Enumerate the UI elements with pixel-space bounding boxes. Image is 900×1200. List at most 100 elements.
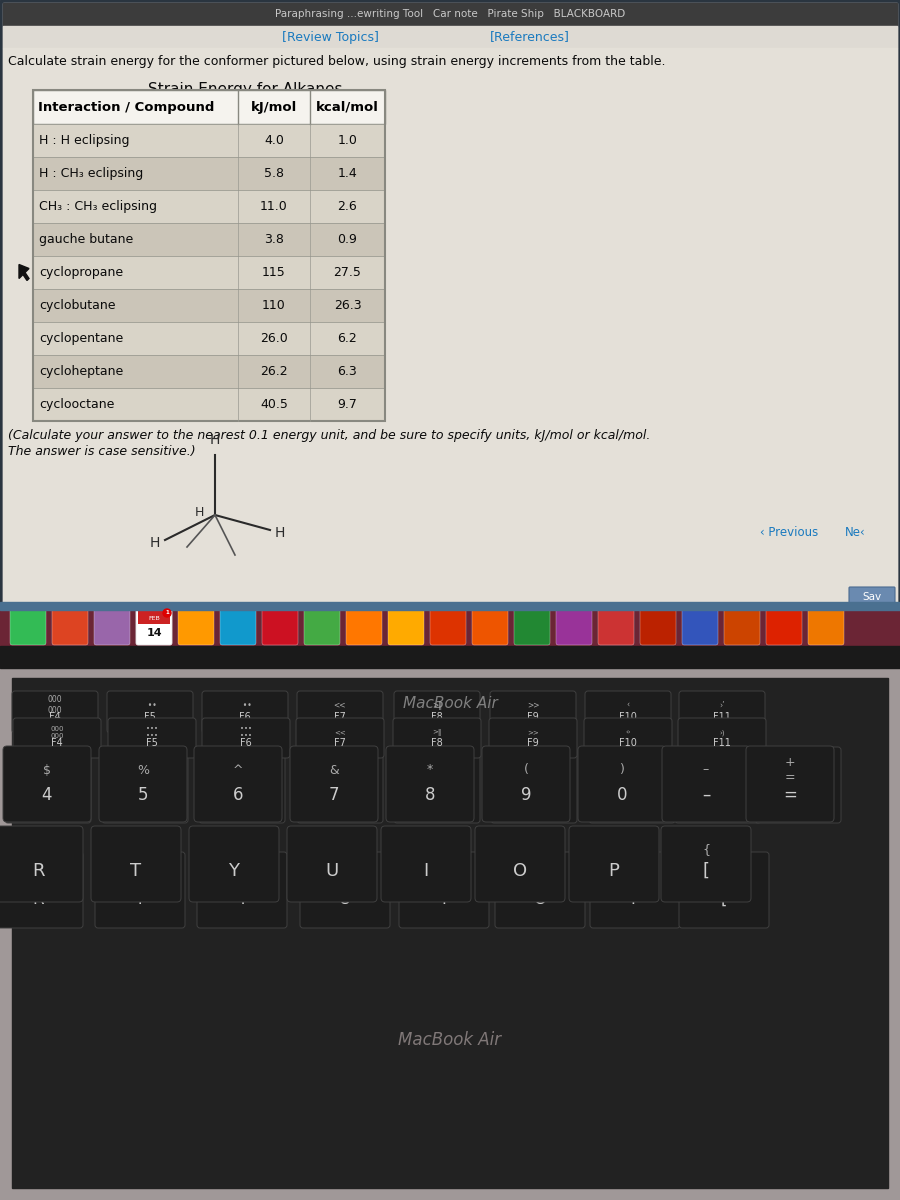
FancyBboxPatch shape [491, 746, 577, 823]
FancyBboxPatch shape [262, 608, 298, 646]
FancyBboxPatch shape [0, 826, 83, 902]
Text: H: H [274, 526, 285, 540]
Bar [3, 26, 897, 48]
Text: 26.2: 26.2 [260, 365, 288, 378]
Text: >‖: >‖ [432, 701, 442, 709]
Text: 8: 8 [432, 785, 442, 803]
Text: ‹: ‹ [626, 701, 630, 709]
Text: 26.3: 26.3 [334, 299, 361, 312]
Text: –: – [714, 785, 722, 803]
FancyBboxPatch shape [808, 608, 844, 646]
Text: T: T [130, 862, 141, 880]
Text: (: ( [524, 763, 528, 776]
Text: 1.0: 1.0 [338, 134, 357, 146]
Text: *: * [434, 767, 440, 778]
Text: F7: F7 [334, 738, 346, 749]
FancyBboxPatch shape [297, 746, 383, 823]
Text: 40.5: 40.5 [260, 398, 288, 410]
Text: R: R [32, 889, 44, 907]
FancyBboxPatch shape [287, 826, 377, 902]
FancyBboxPatch shape [297, 691, 383, 733]
FancyBboxPatch shape [5, 746, 91, 823]
Bar [33, 157, 385, 190]
Text: &: & [329, 763, 339, 776]
Text: [: [ [721, 889, 727, 907]
Bar [33, 90, 385, 421]
Text: 0: 0 [626, 785, 637, 803]
Text: CH₃ : CH₃ eclipsing: CH₃ : CH₃ eclipsing [39, 200, 157, 214]
Text: >‖: >‖ [432, 730, 442, 736]
Text: [Review Topics]: [Review Topics] [282, 30, 378, 43]
Text: ‹›: ‹› [626, 730, 631, 736]
FancyBboxPatch shape [220, 608, 256, 646]
Text: %: % [140, 767, 150, 778]
FancyBboxPatch shape [10, 608, 46, 646]
Text: F9: F9 [527, 712, 539, 721]
FancyBboxPatch shape [585, 691, 671, 733]
Text: &: & [336, 767, 345, 778]
FancyBboxPatch shape [662, 746, 750, 822]
Text: 115: 115 [262, 266, 286, 278]
Text: ›’: ›’ [719, 701, 724, 709]
FancyBboxPatch shape [430, 608, 466, 646]
FancyBboxPatch shape [194, 746, 282, 822]
Bar [10, 660, 890, 1190]
Circle shape [163, 608, 171, 617]
Bar [33, 190, 385, 223]
Bar [138, 611, 170, 624]
Text: 26.0: 26.0 [260, 332, 288, 346]
Text: Y: Y [237, 889, 248, 907]
Bar [3, 48, 897, 604]
FancyBboxPatch shape [475, 826, 565, 902]
FancyBboxPatch shape [202, 691, 288, 733]
Bar [0, 646, 900, 668]
Bar [3, 2, 897, 604]
FancyBboxPatch shape [590, 852, 680, 928]
Text: $: $ [43, 763, 51, 776]
Text: 0.9: 0.9 [338, 233, 357, 246]
Text: [References]: [References] [491, 30, 570, 43]
Text: 8: 8 [425, 786, 436, 804]
Bar [0, 604, 900, 608]
Text: 1: 1 [165, 611, 169, 616]
Text: MacBook Air: MacBook Air [399, 1031, 501, 1049]
FancyBboxPatch shape [197, 852, 287, 928]
FancyBboxPatch shape [178, 608, 214, 646]
Text: $: $ [44, 767, 51, 778]
Bar [33, 322, 385, 355]
Bar [33, 124, 385, 157]
Bar [33, 223, 385, 256]
Text: 2.6: 2.6 [338, 200, 357, 214]
Bar [33, 256, 385, 289]
Bar [33, 388, 385, 421]
FancyBboxPatch shape [495, 852, 585, 928]
Text: P: P [608, 862, 619, 880]
FancyBboxPatch shape [724, 608, 760, 646]
FancyBboxPatch shape [682, 608, 718, 646]
FancyBboxPatch shape [199, 746, 285, 823]
Text: F6: F6 [239, 712, 251, 721]
FancyBboxPatch shape [578, 746, 666, 822]
Text: 4: 4 [41, 786, 52, 804]
Text: 000
000: 000 000 [48, 696, 62, 715]
Bar [3, 2, 897, 25]
Text: cyclooctane: cyclooctane [39, 398, 114, 410]
Text: O: O [513, 862, 527, 880]
FancyBboxPatch shape [598, 608, 634, 646]
Text: cycloheptane: cycloheptane [39, 365, 123, 378]
FancyBboxPatch shape [755, 746, 841, 823]
Text: H : H eclipsing: H : H eclipsing [39, 134, 130, 146]
Bar [33, 90, 385, 124]
FancyBboxPatch shape [102, 746, 188, 823]
FancyBboxPatch shape [381, 826, 471, 902]
Text: Ne‹: Ne‹ [845, 526, 866, 539]
FancyBboxPatch shape [12, 691, 98, 733]
Text: –: – [702, 786, 710, 804]
Text: F4: F4 [50, 712, 61, 721]
Text: Interaction / Compound: Interaction / Compound [38, 101, 214, 114]
Text: •••
•••: ••• ••• [146, 726, 158, 739]
Text: F4: F4 [51, 738, 63, 749]
Text: gauche butane: gauche butane [39, 233, 133, 246]
Text: =: = [791, 785, 805, 803]
FancyBboxPatch shape [746, 746, 834, 822]
